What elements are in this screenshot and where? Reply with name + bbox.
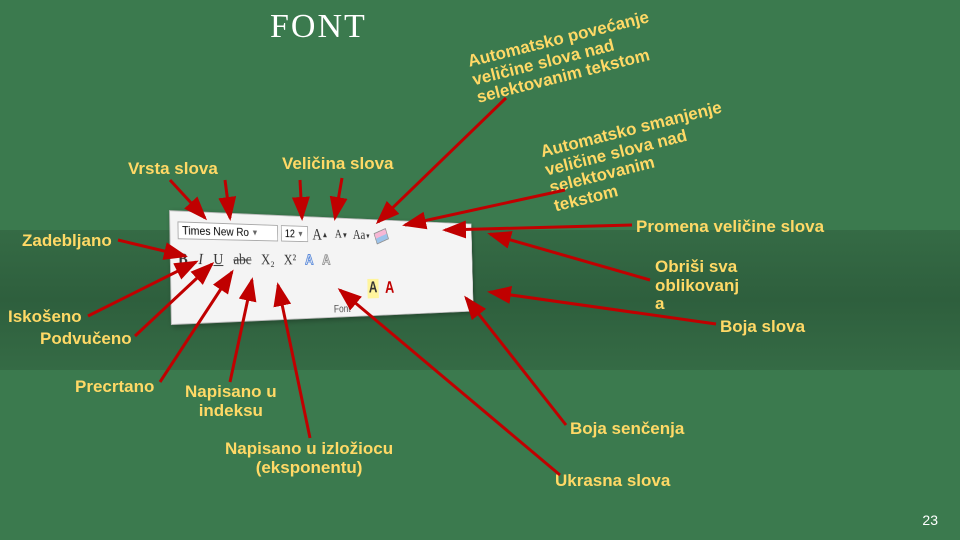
chevron-down-icon: ▼ — [297, 229, 304, 238]
label-precrtano: Precrtano — [75, 378, 154, 397]
strikethrough-button[interactable]: abc — [233, 252, 251, 269]
font-name-combo[interactable]: Times New Ro ▼ — [177, 221, 278, 241]
label-napisano-indeks: Napisano u indeksu — [185, 383, 277, 420]
label-obrisi: Obriši sva oblikovanj a — [655, 258, 739, 314]
underline-button[interactable]: U — [213, 252, 223, 269]
highlight-color-button[interactable]: A — [367, 279, 379, 299]
arrow-auto-povecanje — [378, 98, 506, 222]
ribbon-section-label: Font — [172, 299, 473, 323]
italic-button[interactable]: I — [198, 251, 203, 269]
clear-formatting-button[interactable] — [373, 227, 390, 246]
label-napisano-izloziocu: Napisano u izložiocu (eksponentu) — [225, 440, 393, 477]
label-promena-velicine: Promena veličine slova — [636, 218, 824, 237]
font-size-combo[interactable]: 12 ▼ — [281, 225, 308, 242]
label-vrsta-slova: Vrsta slova — [128, 160, 218, 179]
subscript-button[interactable]: X₂ — [261, 252, 275, 269]
shrink-font-button[interactable]: A▼ — [332, 225, 350, 245]
label-velicina-slova: Veličina slova — [282, 155, 394, 174]
grow-font-button[interactable]: A▲ — [311, 224, 330, 244]
label-auto-povecanje: Automatsko povećanje veličine slova nad … — [466, 8, 660, 107]
font-name-value: Times New Ro — [182, 224, 249, 239]
label-zadebljano: Zadebljano — [22, 232, 112, 251]
bold-button[interactable]: B — [178, 251, 188, 269]
label-podvuceno: Podvučeno — [40, 330, 132, 349]
slide-title: FONT — [270, 8, 367, 46]
font-color-button[interactable]: A — [385, 279, 395, 298]
label-iskoseno: Iskošeno — [8, 308, 82, 327]
text-effects-button[interactable]: A — [305, 253, 314, 269]
label-auto-smanjenje: Automatsko smanjenje veličine slova nad … — [539, 99, 738, 217]
eraser-icon — [374, 228, 389, 244]
ribbon-font-group: Times New Ro ▼ 12 ▼ A▲ A▼ Aa▼ B I U abc … — [169, 210, 474, 325]
label-boja-slova: Boja slova — [720, 318, 805, 337]
ribbon-wrap: Times New Ro ▼ 12 ▼ A▲ A▼ Aa▼ B I U abc … — [170, 210, 600, 325]
text-outline-button[interactable]: A — [322, 253, 331, 269]
change-case-button[interactable]: Aa▼ — [353, 226, 371, 245]
label-ukrasna: Ukrasna slova — [555, 472, 670, 491]
superscript-button[interactable]: X² — [284, 252, 297, 268]
page-number: 23 — [922, 512, 938, 528]
font-size-value: 12 — [285, 227, 295, 240]
chevron-down-icon: ▼ — [251, 228, 258, 238]
label-boja-sencenja: Boja senčenja — [570, 420, 684, 439]
